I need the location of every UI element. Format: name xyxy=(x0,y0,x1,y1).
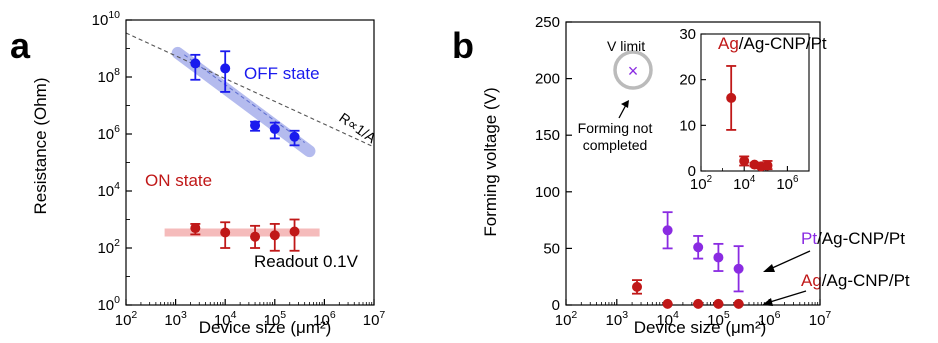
ag-series-point xyxy=(713,298,724,309)
off-state-band xyxy=(171,46,316,158)
inset-ytick-label: 30 xyxy=(679,26,696,43)
inset-xtick-label: 102 xyxy=(690,174,712,193)
off-state-label: OFF state xyxy=(244,64,320,83)
inset-ytick-label: 0 xyxy=(688,163,696,180)
pt-arrow xyxy=(769,250,811,270)
v-limit-label: V limit xyxy=(607,38,645,54)
off-state-point xyxy=(250,120,261,131)
trend-guide-line xyxy=(125,32,375,148)
panel-b-ytick-label: 150 xyxy=(535,127,560,144)
panel-a-xtick-label: 103 xyxy=(164,309,187,329)
pt-arrow-head xyxy=(763,264,775,272)
panel-b-xtick-label: 102 xyxy=(555,309,578,329)
off-state-point xyxy=(269,123,280,134)
ag-arrow xyxy=(769,290,807,303)
inset-xtick-label: 106 xyxy=(776,174,799,193)
ag-series-point xyxy=(733,298,744,309)
panel-a-xtick-label: 104 xyxy=(214,309,237,329)
on-state-point xyxy=(250,231,261,242)
inset-point xyxy=(739,155,750,166)
panel-b-ytick-label: 50 xyxy=(543,240,560,257)
off-fit-line xyxy=(184,54,305,143)
pt-series-point xyxy=(713,252,724,263)
panel-a-xtick-label: 106 xyxy=(313,309,336,329)
trend-label: R∝1/A xyxy=(336,109,379,146)
pt-series-point xyxy=(733,263,744,274)
ag-series-point xyxy=(693,298,704,309)
panel-b-ylabel: Forming voltage (V) xyxy=(481,87,500,236)
panel-a-ytick-label: 100 xyxy=(97,294,120,314)
v-limit-circle xyxy=(613,50,653,90)
readout-label: Readout 0.1V xyxy=(254,252,359,271)
panel-b-letter: b xyxy=(452,25,474,66)
panel-b-ytick-label: 250 xyxy=(535,14,560,31)
panel-a: a Resistance (Ohm) Device size (μm²) OFF… xyxy=(10,9,385,337)
panel-a-ytick-label: 108 xyxy=(97,66,120,86)
panel-a-ytick-label: 106 xyxy=(97,123,120,143)
panel-a-ytick-label: 1010 xyxy=(92,9,121,29)
pt-series-point xyxy=(693,242,704,253)
on-state-point xyxy=(190,223,201,234)
forming-line-2: completed xyxy=(583,137,648,153)
off-state-point xyxy=(289,131,300,142)
v-limit-marker: × xyxy=(628,61,639,81)
panel-b-plot-frame xyxy=(565,21,821,306)
panel-b-xtick-label: 107 xyxy=(809,309,832,329)
off-state-point xyxy=(220,63,231,74)
off-state-point xyxy=(190,58,201,69)
ag-series-point xyxy=(632,281,643,292)
forming-arrow-head xyxy=(621,100,629,108)
panel-a-xtick-label: 107 xyxy=(363,309,386,329)
panel-b-ytick-label: 0 xyxy=(552,297,560,314)
pt-series-label: Pt/Ag-CNP/Pt xyxy=(801,229,905,248)
panel-b-xtick-label: 105 xyxy=(707,309,730,329)
panel-a-xlabel: Device size (μm²) xyxy=(199,318,332,337)
panel-b-ytick-label: 100 xyxy=(535,184,560,201)
panel-b: b Forming voltage (V) Device size (μm²) … xyxy=(452,14,910,337)
inset-point xyxy=(726,92,737,103)
on-state-label: ON state xyxy=(145,171,212,190)
inset-point xyxy=(762,160,773,171)
panel-a-ylabel: Resistance (Ohm) xyxy=(31,78,50,215)
ag-arrow-head xyxy=(762,298,773,306)
ag-series-point xyxy=(662,298,673,309)
pt-series-point xyxy=(662,225,673,236)
panel-a-xtick-label: 102 xyxy=(115,309,138,329)
inset-ytick-label: 20 xyxy=(679,72,696,89)
inset-xtick-label: 104 xyxy=(733,174,756,193)
panel-a-letter: a xyxy=(10,25,31,66)
panel-b-xlabel: Device size (μm²) xyxy=(634,318,767,337)
ag-series-label: Ag/Ag-CNP/Pt xyxy=(801,271,910,290)
on-state-point xyxy=(220,227,231,238)
on-state-point xyxy=(289,226,300,237)
panel-a-ytick-label: 104 xyxy=(97,180,120,200)
panel-b-xtick-label: 106 xyxy=(758,309,781,329)
panel-a-xtick-label: 105 xyxy=(264,309,287,329)
inset-ytick-label: 10 xyxy=(679,117,696,134)
panel-b-xtick-label: 104 xyxy=(656,309,679,329)
inset-title: Ag/Ag-CNP/Pt xyxy=(718,34,827,53)
panel-a-ytick-label: 102 xyxy=(97,237,120,257)
panel-b-ytick-label: 200 xyxy=(535,71,560,88)
forming-line-1: Forming not xyxy=(578,120,653,136)
inset-plot-frame xyxy=(700,33,810,172)
panel-b-xtick-label: 103 xyxy=(606,309,629,329)
on-state-point xyxy=(269,230,280,241)
